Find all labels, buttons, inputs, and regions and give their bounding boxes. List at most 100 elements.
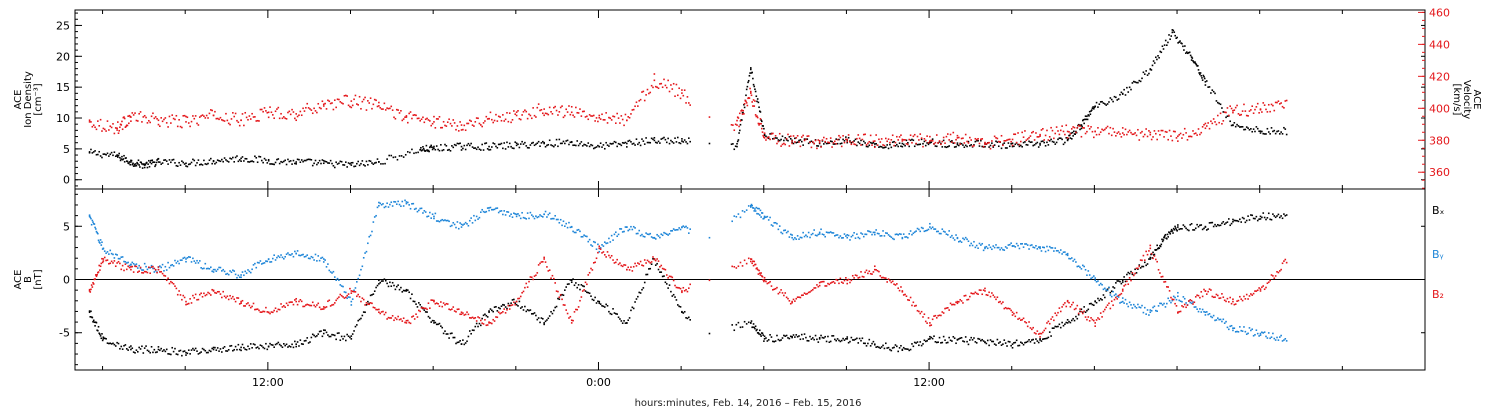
data-point bbox=[89, 316, 92, 318]
data-point bbox=[314, 305, 317, 308]
data-point bbox=[1013, 342, 1015, 344]
data-point bbox=[475, 117, 478, 119]
data-point bbox=[1196, 223, 1198, 226]
data-point bbox=[404, 289, 406, 292]
data-point bbox=[401, 200, 404, 203]
data-point bbox=[259, 156, 262, 158]
data-point bbox=[365, 250, 368, 253]
data-point bbox=[1047, 336, 1050, 339]
data-point bbox=[1146, 135, 1149, 138]
data-point bbox=[132, 271, 135, 273]
data-point bbox=[273, 309, 275, 312]
data-point bbox=[1080, 135, 1083, 138]
data-point bbox=[546, 216, 548, 218]
data-point bbox=[962, 302, 964, 304]
data-point bbox=[376, 284, 379, 287]
data-point bbox=[413, 208, 416, 211]
data-point bbox=[270, 261, 273, 263]
data-point bbox=[1051, 140, 1054, 143]
data-point bbox=[1164, 306, 1167, 308]
data-point bbox=[143, 114, 146, 117]
data-point bbox=[1276, 101, 1278, 104]
data-point bbox=[1048, 245, 1051, 248]
data-point bbox=[441, 218, 444, 221]
data-point bbox=[825, 340, 828, 343]
data-point bbox=[210, 294, 212, 296]
data-point bbox=[964, 294, 967, 297]
data-point bbox=[1160, 129, 1163, 132]
data-point bbox=[320, 257, 322, 259]
data-point bbox=[612, 259, 614, 261]
data-point bbox=[361, 100, 364, 103]
data-point bbox=[477, 218, 479, 220]
data-point bbox=[189, 163, 191, 165]
data-point bbox=[935, 230, 938, 233]
data-point bbox=[664, 281, 667, 284]
data-point bbox=[959, 337, 961, 340]
data-point bbox=[288, 110, 291, 113]
data-point bbox=[524, 305, 526, 308]
data-point bbox=[1141, 265, 1143, 268]
data-point bbox=[214, 162, 216, 165]
data-point bbox=[1221, 320, 1223, 323]
data-point bbox=[541, 216, 544, 218]
data-point bbox=[1087, 270, 1090, 272]
data-point bbox=[787, 230, 789, 233]
data-point bbox=[336, 98, 339, 101]
data-point bbox=[1024, 320, 1026, 323]
data-point bbox=[891, 280, 894, 283]
data-point bbox=[838, 236, 840, 239]
data-point bbox=[985, 143, 988, 145]
left-axis-title-line: ACE bbox=[13, 270, 24, 290]
data-point bbox=[882, 144, 884, 146]
data-point bbox=[227, 273, 230, 276]
data-point bbox=[1244, 221, 1247, 224]
data-point bbox=[112, 154, 114, 157]
data-point bbox=[256, 308, 259, 310]
data-point bbox=[448, 118, 450, 121]
data-point bbox=[1037, 333, 1040, 335]
data-point bbox=[554, 144, 556, 146]
data-point bbox=[375, 161, 377, 164]
data-point bbox=[205, 114, 208, 117]
data-point bbox=[507, 304, 510, 307]
data-point bbox=[372, 306, 375, 309]
data-point bbox=[835, 278, 838, 281]
data-point bbox=[1226, 107, 1229, 109]
data-point bbox=[1252, 112, 1255, 115]
data-point bbox=[1051, 316, 1054, 318]
data-point bbox=[338, 332, 340, 334]
data-point bbox=[1083, 310, 1085, 313]
data-point bbox=[969, 244, 971, 247]
data-point bbox=[632, 108, 635, 111]
data-point bbox=[1051, 247, 1054, 249]
data-point bbox=[872, 271, 875, 273]
data-point bbox=[496, 316, 499, 319]
data-point bbox=[137, 159, 140, 162]
data-point bbox=[163, 159, 165, 161]
data-point bbox=[853, 231, 855, 234]
data-point bbox=[357, 277, 359, 280]
data-point bbox=[1077, 124, 1080, 127]
data-point bbox=[444, 143, 446, 146]
data-point bbox=[394, 117, 397, 120]
data-point bbox=[766, 282, 769, 285]
data-point bbox=[178, 161, 180, 164]
data-point bbox=[823, 337, 825, 339]
data-point bbox=[135, 349, 138, 351]
data-point bbox=[1018, 145, 1021, 148]
data-point bbox=[424, 118, 427, 121]
data-point bbox=[435, 302, 438, 304]
data-point bbox=[750, 67, 752, 69]
data-point bbox=[1131, 82, 1134, 84]
data-point bbox=[420, 207, 423, 210]
data-point bbox=[171, 159, 174, 161]
data-point bbox=[1228, 328, 1230, 331]
data-point bbox=[484, 120, 486, 122]
data-point bbox=[789, 135, 792, 138]
data-point bbox=[274, 161, 277, 164]
data-point bbox=[887, 234, 890, 236]
data-point bbox=[1127, 283, 1130, 286]
data-point bbox=[157, 266, 160, 268]
data-point bbox=[609, 312, 612, 315]
